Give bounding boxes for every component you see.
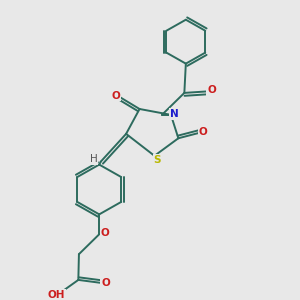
Text: OH: OH [48,290,65,300]
Text: S: S [154,154,161,165]
Text: O: O [101,228,110,239]
Text: O: O [112,91,121,100]
Text: O: O [207,85,216,95]
Text: O: O [199,127,208,136]
Text: N: N [170,109,179,119]
Text: H: H [90,154,98,164]
Text: O: O [101,278,110,288]
